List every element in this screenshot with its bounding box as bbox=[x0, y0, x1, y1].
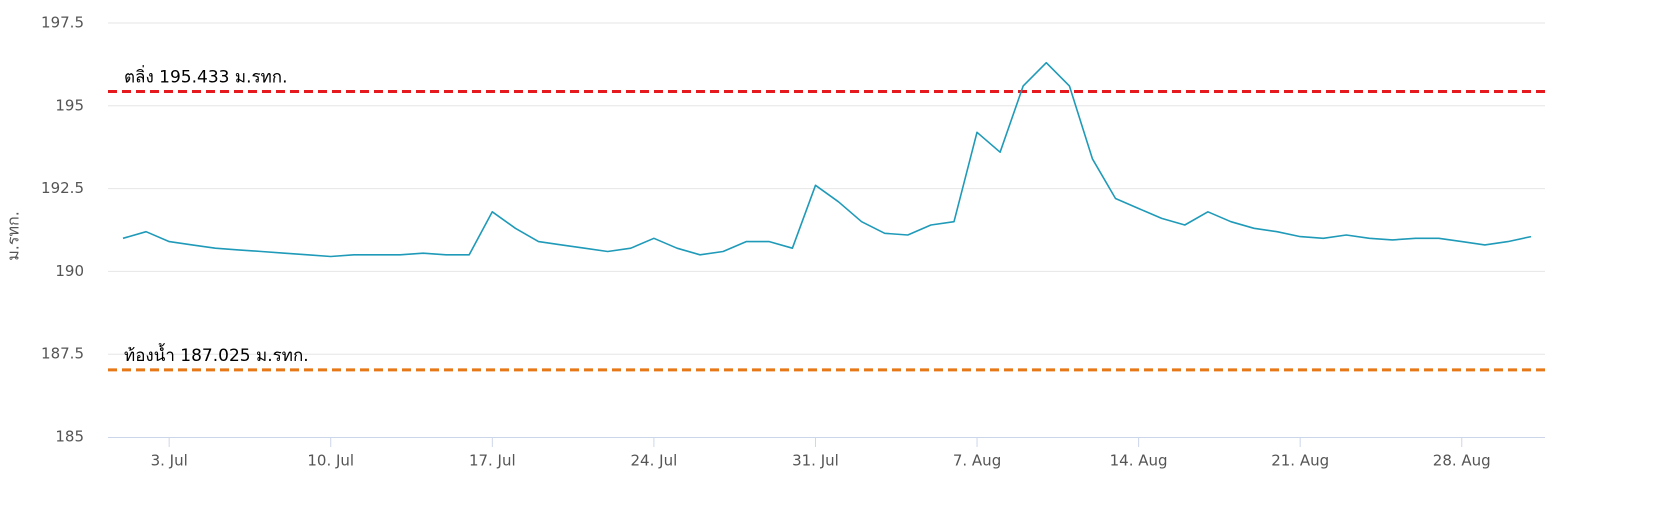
x-tick-label: 31. Jul bbox=[792, 452, 839, 470]
reference-label: ท้องน้ำ 187.025 ม.รทก. bbox=[124, 343, 309, 366]
y-tick-label: 195 bbox=[55, 96, 84, 114]
x-tick-label: 28. Aug bbox=[1433, 452, 1491, 470]
x-tick-label: 7. Aug bbox=[953, 452, 1001, 470]
reference-label: ตลิ่ง 195.433 ม.รทก. bbox=[124, 64, 288, 87]
x-tick-label: 24. Jul bbox=[631, 452, 678, 470]
y-tick-label: 185 bbox=[55, 428, 84, 446]
x-tick-label: 3. Jul bbox=[151, 452, 188, 470]
y-tick-label: 187.5 bbox=[41, 345, 84, 363]
x-tick-label: 21. Aug bbox=[1271, 452, 1329, 470]
x-tick-label: 17. Jul bbox=[469, 452, 516, 470]
y-tick-label: 192.5 bbox=[41, 179, 84, 197]
data-line bbox=[122, 61, 1532, 258]
y-tick-label: 190 bbox=[55, 262, 84, 280]
x-tick-label: 10. Jul bbox=[307, 452, 354, 470]
x-tick-label: 14. Aug bbox=[1110, 452, 1168, 470]
y-tick-label: 197.5 bbox=[41, 14, 84, 32]
y-axis-label: ม.รทก. bbox=[4, 211, 23, 261]
